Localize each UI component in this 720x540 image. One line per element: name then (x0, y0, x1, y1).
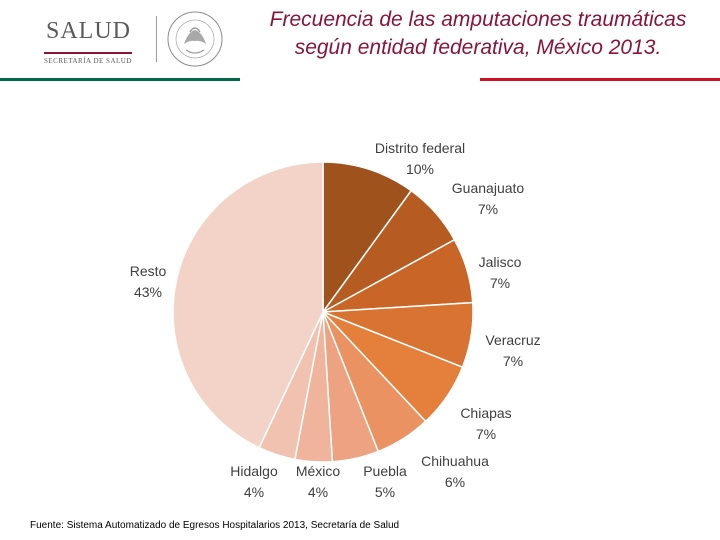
pie-label-hidalgo: Hidalgo 4% (230, 463, 278, 500)
salud-logo-subtext: SECRETARÍA DE SALUD (44, 57, 132, 65)
pie-label-guanajuato: Guanajuato 7% (452, 180, 525, 217)
flag-stripe-white (240, 78, 480, 81)
pie-slices (172, 161, 474, 463)
pie-label-jalisco: Jalisco 7% (479, 254, 522, 291)
salud-logo: SALUD SECRETARÍA DE SALUD (40, 14, 140, 65)
header: SALUD SECRETARÍA DE SALUD Frecuencia de … (0, 0, 720, 81)
salud-logo-word: SALUD (46, 18, 132, 44)
logo-divider (156, 16, 157, 62)
pie-label-chiapas: Chiapas 7% (460, 405, 511, 442)
pie-label-mexico: México 4% (296, 463, 341, 500)
salud-logo-rule (44, 52, 132, 54)
pie-label-chihuahua: Chihuahua 6% (421, 453, 489, 490)
pie-label-distrito-federal: Distrito federal 10% (375, 140, 465, 177)
page-title-line-1: Frecuencia de las amputaciones traumátic… (269, 8, 687, 31)
mexico-seal-icon (167, 11, 223, 67)
pie-labels: Distrito federal 10%Guanajuato 7% Jalisco 7%… (130, 140, 541, 500)
pie-label-puebla: Puebla 5% (363, 463, 407, 500)
pie-slice-distrito-federal (322, 161, 413, 315)
flag-stripe (0, 78, 720, 81)
pie-slice-resto (172, 161, 324, 449)
page-title: Frecuencia de las amputaciones traumátic… (236, 6, 720, 62)
pie-label-veracruz: Veracruz 7% (485, 332, 540, 369)
source-note: Fuente: Sistema Automatizado de Egresos … (30, 520, 400, 531)
flag-stripe-red (480, 78, 720, 81)
page-title-line-2: según entidad federativa, México 2013. (294, 36, 662, 59)
flag-stripe-green (0, 78, 240, 81)
pie-label-resto: Resto 43% (130, 263, 167, 300)
